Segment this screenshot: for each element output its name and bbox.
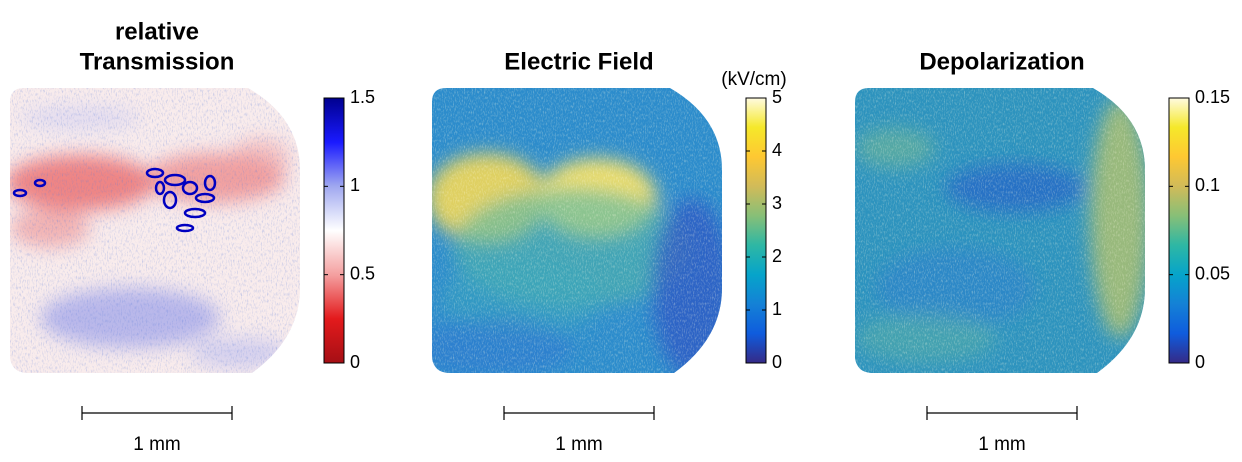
map-image [432,88,722,373]
map-noise [855,88,1145,373]
chart-title: Electric Field [504,48,653,75]
colorbar-tick-label: 1.5 [350,87,375,107]
colorbar [745,97,767,364]
map-spot [203,174,217,192]
colorbar-tick-label: 0.15 [1195,87,1230,107]
map-spot [12,188,28,198]
map-spot [162,190,178,210]
colorbar-tick-label: 1 [350,175,360,195]
colorbar-tick-label: 5 [772,87,782,107]
colorbar-tick-label: 0.05 [1195,263,1230,283]
chart-title: Depolarization [919,48,1084,75]
scale-bar-label: 1 mm [133,434,181,455]
colorbar [1168,97,1190,364]
map-spot [163,173,187,187]
map-spot [181,180,199,196]
colorbar-tick-label: 0 [1195,352,1205,372]
colorbar-tick-label: 1 [772,299,782,319]
colorbar-tick-label: 2 [772,246,782,266]
colorbar-tick-label: 0.1 [1195,175,1220,195]
scale-bar-label: 1 mm [555,434,603,455]
map-spot [33,178,47,188]
map-spot [154,180,166,196]
chart-title: relative [115,18,199,45]
colorbar-tick-label: 4 [772,140,782,160]
chart-title: Transmission [80,48,235,75]
colorbar [323,97,345,364]
colorbar-tick-label: 0 [350,352,360,372]
map-image [855,88,1145,373]
map-spot [175,223,195,233]
colorbar-tick-label: 3 [772,193,782,213]
colorbar-label: (kV/cm) [721,69,786,90]
map-noise [10,88,300,373]
map-spot [194,192,216,204]
colorbar-tick-label: 0 [772,352,782,372]
colorbar-tick-label: 0.5 [350,263,375,283]
map-spot [183,207,207,219]
map-noise [432,88,722,373]
map-image [10,88,300,373]
map-spot [145,167,165,179]
scale-bar-label: 1 mm [978,434,1026,455]
